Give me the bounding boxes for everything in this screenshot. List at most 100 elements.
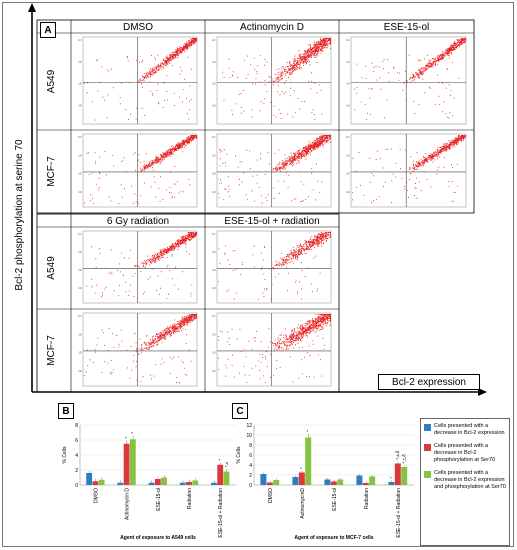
scatter-tick-label: 10³ [212,250,216,254]
scatter-plot: 10⁴ 10³ 10² 10¹ [346,133,467,208]
y-tick-label: 8 [249,443,252,449]
bar [362,483,369,485]
condition-header: ESE-15-ol + radiation [224,216,319,227]
bar [223,471,230,485]
bar [86,473,93,485]
x-tick-label: Radiation [187,488,193,509]
scatter-plot: 10⁴ 10³ 10² 10¹ [78,133,198,208]
scatter-tick-label: 10² [78,351,82,355]
legend-swatch [424,444,431,451]
scatter-tick-label: 10³ [78,250,82,254]
x-axis-arrow-icon [478,388,487,396]
bar [292,477,299,485]
y-axis-arrow-icon [28,3,36,12]
scatter-tick-label: 10⁴ [78,232,82,236]
scatter-tick-label: 10² [78,172,82,176]
scatter-plot: 10⁴ 10³ 10² 10¹ [78,230,198,304]
significance-marker: * [130,432,135,434]
x-tick-label: ESE-15-ol [156,488,162,511]
y-tick-label: 10 [246,433,252,439]
scatter-plot: 10⁴ 10³ 10² 10¹ [78,312,198,387]
panel-b-chart: 0 2 4 6 8 % Cells DMSO Actinomycin D ESE-15-ol Ra… [62,423,236,541]
y-tick-label: 8 [75,423,78,429]
scatter-tick-label: 10³ [212,60,216,64]
panel-a-label: A [40,22,56,38]
scatter-dots [218,314,331,383]
bar [129,439,136,485]
scatter-tick-label: 10⁴ [78,135,82,139]
y-axis-label: % Cells [62,446,68,463]
scatter-tick-label: 10³ [346,60,350,64]
scatter-tick-label: 10³ [78,60,82,64]
significance-marker: *,± [224,461,229,467]
scatter-tick-label: 10¹ [78,103,82,107]
bar [123,443,130,485]
significance-marker: * [306,430,311,432]
bar [161,477,167,485]
scatter-tick-label: 10¹ [212,369,216,373]
bar [324,479,331,485]
bar [186,482,192,485]
legend-label: Cells presented with a decrease in Bcl-2… [434,423,505,436]
bar [192,480,199,485]
significance-marker: * [218,459,223,461]
scatter-plot: 10⁴ 10³ 10² 10¹ [212,36,332,125]
bar [298,472,305,485]
x-tick-label: ActinomycinD [300,488,306,519]
scatter-plot: 10⁴ 10³ 10² 10¹ [212,312,332,387]
scatter-tick-label: 10⁴ [78,314,82,318]
scatter-tick-label: 10¹ [78,369,82,373]
scatter-tick-label: 10² [212,268,216,272]
scatter-tick-label: 10⁴ [212,135,216,139]
scatter-plot: 10⁴ 10³ 10² 10¹ [78,36,198,125]
scatter-dots [222,38,331,120]
scatter-tick-label: 10¹ [78,286,82,290]
y-tick-label: 4 [249,463,252,469]
bar [92,481,99,485]
y-axis-label: % Cells [236,446,242,463]
legend-label: Cells presented with a decrease in Bcl-2… [434,470,506,490]
legend: Cells presented with a decrease in Bcl-2… [420,418,510,546]
bar [394,463,401,485]
y-tick-label: 12 [246,423,252,429]
legend-item: Cells presented with a decrease in Bcl-2… [424,470,507,491]
condition-header: DMSO [123,22,153,33]
bar [273,480,280,485]
bar [179,482,186,485]
y-tick-label: 6 [249,453,252,459]
significance-marker: * [299,467,304,469]
panel-a-border [36,19,475,214]
scatter-dots [218,232,331,300]
bar [401,467,408,485]
scatter-dots [86,232,197,299]
legend-item: Cells presented with a decrease in Bcl-2… [424,443,507,464]
scatter-tick-label: 10¹ [212,190,216,194]
scatter-tick-label: 10¹ [78,190,82,194]
y-tick-label: 4 [75,453,78,459]
x-tick-label: DMSO [268,488,274,503]
scatter-tick-label: 10² [212,82,216,86]
cell-line-label: MCF-7 [46,335,57,366]
scatter-tick-label: 10¹ [212,286,216,290]
panel-c-chart: 0 2 4 6 8 10 12 % Cells DMSO ActinomycinD ESE-15-o… [236,423,414,541]
scatter-dots [354,38,466,120]
bar [330,481,337,485]
x-axis-label: Agent of exposure to MCF-7 cells [294,535,373,541]
scatter-dots [84,135,197,205]
scatter-plot: 10⁴ 10³ 10² 10¹ [212,230,332,304]
scatter-tick-label: 10⁴ [212,314,216,318]
bar [266,482,273,485]
scatter-tick-label: 10⁴ [346,38,350,42]
panel-a-grid: DMSO Actinomycin D ESE-15-ol 6 Gy radiation… [36,19,475,393]
x-tick-label: ESE-15-ol + Radiation [396,488,402,538]
bar [356,475,363,485]
significance-marker: *,±,δ [395,450,400,460]
legend-label: Cells presented with a decrease in Bcl-2… [434,443,496,463]
scatter-tick-label: 10³ [78,332,82,336]
bar [217,464,224,485]
significance-marker: *,±,δ [402,454,407,464]
bar [337,479,344,485]
legend-item: Cells presented with a decrease in Bcl-2… [424,423,507,437]
significance-marker: * [124,436,129,438]
